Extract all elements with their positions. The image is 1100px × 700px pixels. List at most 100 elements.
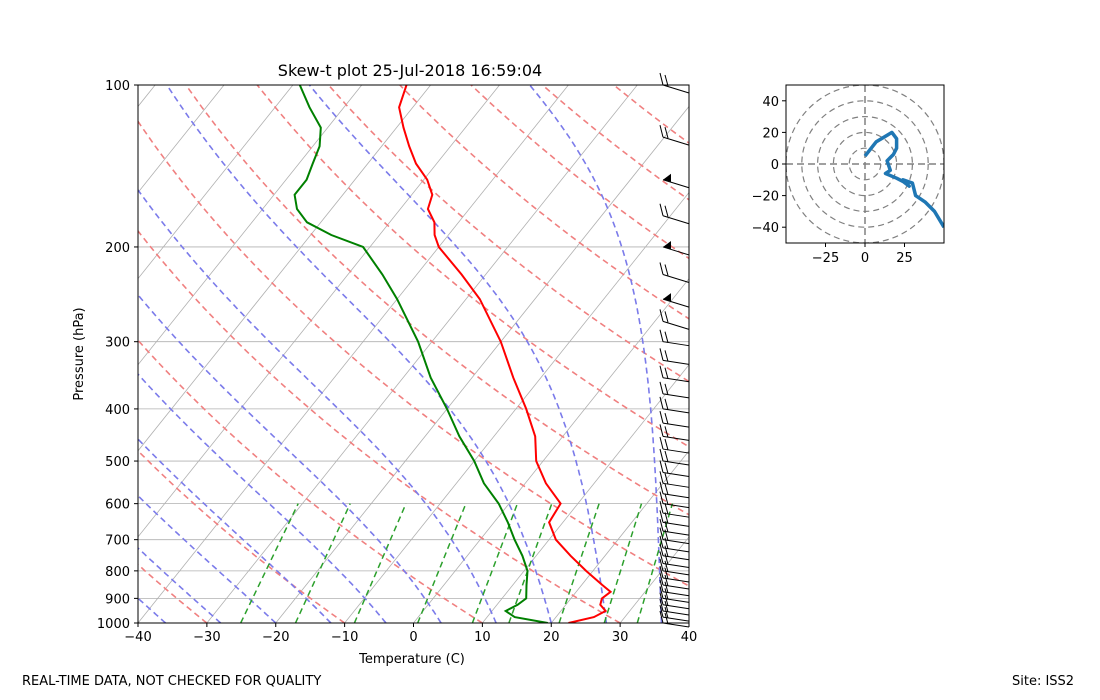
wind-barb bbox=[659, 551, 690, 568]
wind-barb bbox=[659, 460, 690, 477]
x-tick-label: 20 bbox=[543, 630, 560, 645]
moist-adiabat bbox=[138, 293, 442, 623]
wind-barb-staff bbox=[662, 273, 690, 283]
wind-barb-staff bbox=[662, 393, 690, 399]
wind-barb-staff bbox=[662, 320, 690, 330]
wind-barb bbox=[659, 436, 690, 454]
wind-barb-feather bbox=[664, 606, 669, 619]
wind-barb-feather bbox=[659, 72, 664, 86]
quality-disclaimer: REAL-TIME DATA, NOT CHECKED FOR QUALITY bbox=[22, 674, 322, 689]
y-tick-label: 600 bbox=[105, 498, 130, 513]
y-tick-label: 200 bbox=[105, 241, 130, 256]
hodograph-y-tick-label: −20 bbox=[752, 190, 779, 205]
wind-barb-staff bbox=[662, 435, 690, 441]
wind-barb-feather bbox=[659, 592, 664, 605]
wind-barb-feather bbox=[659, 436, 664, 450]
x-tick-label: 10 bbox=[474, 630, 491, 645]
mixing-ratio-line bbox=[294, 503, 351, 623]
y-tick-label: 300 bbox=[105, 336, 130, 351]
wind-barb-feather bbox=[659, 543, 664, 556]
hodograph-line bbox=[863, 130, 944, 229]
wind-barb-feather bbox=[664, 412, 669, 425]
wind-barb-feather bbox=[659, 558, 664, 571]
wind-barb-feather bbox=[664, 438, 669, 451]
dewpoint-line bbox=[293, 85, 548, 623]
wind-barb-staff bbox=[662, 547, 690, 553]
wind-barb-feather bbox=[664, 483, 669, 495]
wind-barb bbox=[659, 586, 690, 603]
wind-barb-feather bbox=[664, 398, 669, 411]
wind-barb-staff bbox=[662, 422, 690, 428]
wind-barb-feather bbox=[659, 481, 664, 494]
dry-adiabat bbox=[138, 119, 689, 587]
wind-barb bbox=[659, 72, 690, 94]
wind-barb-feather bbox=[664, 367, 669, 379]
hodograph-y-tick-label: 0 bbox=[771, 158, 779, 173]
isotherm-line bbox=[550, 450, 689, 623]
hodograph-x-tick-label: 25 bbox=[896, 251, 913, 266]
wind-barb-feather bbox=[664, 581, 669, 593]
isotherm-line bbox=[413, 277, 689, 623]
wind-barb-staff bbox=[662, 604, 690, 610]
wind-barb-feather bbox=[664, 567, 669, 580]
wind-barb-feather bbox=[664, 426, 669, 438]
wind-barb bbox=[659, 410, 690, 428]
mixing-ratio-line bbox=[471, 503, 519, 623]
x-tick-label: −30 bbox=[193, 630, 220, 645]
wind-barb-staff bbox=[662, 521, 690, 527]
wind-barb-staff bbox=[662, 591, 690, 597]
wind-barb-feather bbox=[659, 410, 664, 424]
mixing-ratio-line bbox=[417, 503, 467, 623]
wind-barb-staff bbox=[662, 298, 690, 308]
wind-barb-feather bbox=[659, 604, 664, 618]
site-label: Site: ISS2 bbox=[1012, 674, 1075, 689]
wind-barb-staff bbox=[662, 408, 690, 414]
moist-adiabat bbox=[138, 437, 332, 623]
hodograph-y-tick-label: 20 bbox=[762, 126, 779, 141]
hodograph-ring bbox=[801, 100, 929, 228]
wind-barb-feather bbox=[664, 450, 669, 463]
wind-barb-staff bbox=[662, 215, 690, 225]
x-tick-label: 30 bbox=[612, 630, 629, 645]
wind-barb-feather bbox=[664, 473, 669, 485]
wind-barb-feather bbox=[659, 610, 664, 624]
moist-adiabat bbox=[138, 373, 387, 623]
hodograph-axes: −25 0 25 40 20 0 −20 −40 bbox=[752, 84, 945, 266]
isotherm-line bbox=[138, 85, 363, 366]
y-tick-label: 100 bbox=[105, 79, 130, 94]
wind-barb-feather bbox=[659, 460, 664, 473]
wind-barb bbox=[662, 240, 690, 256]
wind-barb-flag bbox=[663, 293, 671, 302]
hodograph-y-tick-label: −40 bbox=[752, 221, 779, 236]
wind-barb-feather bbox=[664, 512, 669, 524]
dry-adiabat bbox=[138, 563, 208, 623]
wind-barb-feather bbox=[664, 127, 669, 139]
wind-barb-staff bbox=[662, 512, 690, 518]
moist-adiabat bbox=[529, 85, 663, 623]
isotherm-line bbox=[0, 85, 17, 623]
wind-barb-feather bbox=[659, 125, 664, 138]
wind-barb-staff bbox=[662, 179, 690, 189]
wind-barb-staff bbox=[662, 377, 690, 383]
moist-adiabat bbox=[138, 188, 497, 623]
wind-barb-feather bbox=[659, 572, 664, 586]
wind-barb-staff bbox=[662, 530, 690, 536]
wind-barb-feather bbox=[659, 510, 664, 523]
mixing-ratio-line bbox=[353, 503, 407, 623]
y-axis-label: Pressure (hPa) bbox=[72, 307, 87, 400]
wind-barb-staff bbox=[662, 584, 690, 590]
wind-barb bbox=[659, 519, 690, 536]
x-tick-label: −20 bbox=[262, 630, 289, 645]
x-tick-label: 0 bbox=[409, 630, 417, 645]
y-tick-label: 900 bbox=[105, 592, 130, 607]
wind-barb-feather bbox=[659, 348, 664, 361]
wind-barb-staff bbox=[662, 616, 690, 622]
wind-barb-feather bbox=[664, 588, 669, 600]
isotherm-line bbox=[619, 536, 689, 623]
wind-barb-feather bbox=[664, 529, 669, 541]
hodograph-x-tick-label: 0 bbox=[861, 251, 869, 266]
wind-barb bbox=[659, 448, 690, 466]
wind-barb bbox=[659, 203, 690, 225]
wind-barb bbox=[662, 173, 690, 189]
